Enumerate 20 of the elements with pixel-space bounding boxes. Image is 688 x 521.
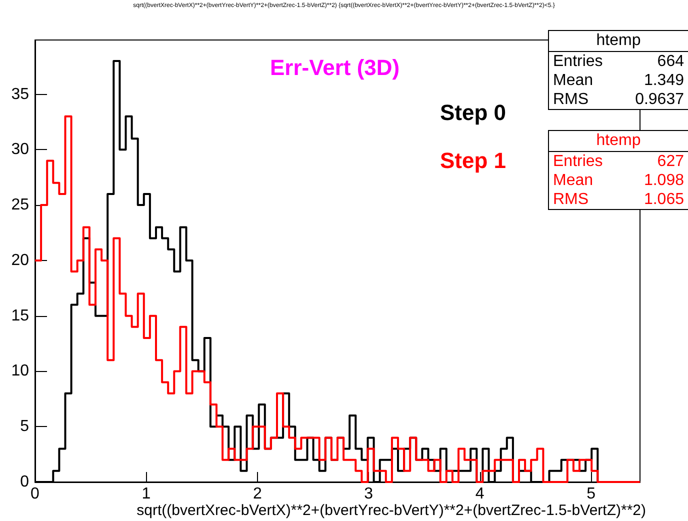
annotation: Err-Vert (3D)	[270, 55, 400, 81]
x-tick-label: 1	[142, 486, 151, 502]
x-tick-label: 5	[586, 486, 596, 502]
y-tick-label: 35	[11, 86, 30, 103]
x-axis-title: sqrt((bvertXrec-bVertX)**2+(bvertYrec-bVertY)**2+(bvertZrec-1.5-bVertZ)**2)	[136, 502, 646, 519]
y-tick-label: 20	[11, 252, 30, 269]
y-tick-label: 25	[11, 196, 30, 214]
y-tick-label: 5	[20, 418, 30, 436]
x-tick-label: 0	[30, 486, 40, 502]
y-tick-label: 0	[20, 474, 30, 490]
text: htemp Entries 627 Mean 1.098 RMS 1.065	[553, 132, 684, 208]
text: Step 0	[440, 100, 506, 126]
y-tick-label: 30	[11, 141, 30, 158]
y-tick-label: 10	[11, 362, 30, 380]
x-tick-label: 4	[475, 486, 484, 502]
x-tick-label: 3	[364, 486, 374, 502]
y-tick-label: 15	[11, 307, 30, 324]
x-tick-label: 2	[252, 486, 262, 502]
text: htemp Entries 664 Mean 1.349 RMS 0.9637	[553, 32, 684, 108]
text: Step 1	[440, 148, 506, 174]
